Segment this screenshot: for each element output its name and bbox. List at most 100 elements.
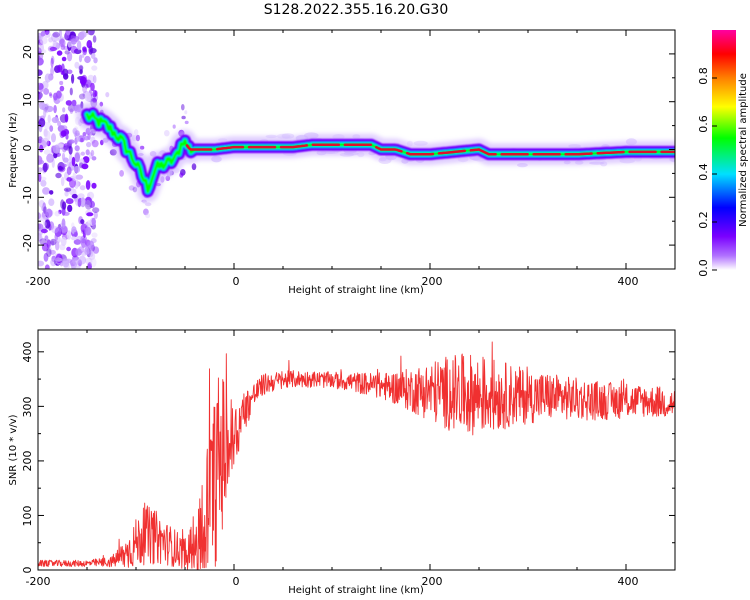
noise-blob [56,90,62,99]
noise-blob [46,248,52,258]
noise-blob [82,131,87,137]
noise-blob [119,170,124,177]
noise-blob [48,92,52,97]
colorbar-tick-label: 0.6 [697,115,710,133]
noise-blob [134,129,139,136]
noise-blob [38,172,42,183]
noise-blob [181,104,185,111]
noise-blob [49,190,54,195]
snr-frame [37,329,676,571]
noise-blob [90,257,97,268]
noise-blob [53,152,58,159]
noise-blob [44,30,50,35]
noise-blob [73,239,82,245]
noise-blob [78,65,84,71]
colorbar-ticks [712,77,717,271]
noise-blob [46,153,54,163]
noise-blob [75,265,81,269]
noise-blob [55,257,63,262]
noise-blob [88,251,94,258]
noise-blob [38,55,41,61]
noise-blob [105,92,110,98]
noise-blob [92,98,97,103]
snr-panel: -200 0 200 400 0 100 200 300 400 Height … [8,329,676,596]
colorbar-tick-label: 0.8 [697,67,710,85]
noise-blob [93,57,98,64]
noise-blob [61,163,67,168]
noise-blob [59,80,64,86]
noise-blob [44,235,49,241]
noise-blob [191,163,197,171]
noise-blob [40,228,48,234]
y-tick-label: 400 [21,342,34,363]
noise-blob [62,201,67,210]
noise-blob [85,200,91,208]
x-tick-label: -200 [26,575,51,588]
noise-blob [84,91,92,102]
noise-blob [75,248,82,256]
noise-blob [91,65,98,71]
colorbar-tick-label: 0.2 [697,211,710,229]
noise-blob [78,135,85,143]
noise-blob [90,136,96,144]
noise-blob [76,136,80,142]
y-tick-label: -20 [21,234,34,252]
noise-blob [39,176,47,181]
x-axis-title: Height of straight line (km) [288,285,424,296]
x-tick-label: 200 [422,575,443,588]
noise-blob [64,113,69,123]
noise-blob [82,85,87,93]
x-tick-label: 200 [422,275,443,288]
y-axis-title: SNR (10 * v/v) [8,414,19,485]
noise-blob [38,260,45,267]
noise-blob [67,204,73,213]
noise-blob [74,132,81,142]
noise-blob [94,90,98,97]
noise-blob [45,105,54,113]
noise-blob [78,255,87,265]
spectrogram-ticks [37,29,676,270]
noise-blob [81,74,88,84]
noise-blob [87,74,95,83]
noise-blob [71,193,78,199]
noise-blob [41,205,47,212]
noise-blob [54,210,61,217]
noise-blob [38,69,43,76]
noise-blob [38,139,42,144]
y-tick-label: 20 [21,45,34,59]
noise-blob [66,246,71,252]
noise-blob [43,108,47,118]
y-tick-label: -10 [21,186,34,204]
noise-blob [76,40,82,51]
noise-blob [66,166,72,175]
noise-blob [50,66,54,76]
noise-blob [135,134,140,142]
noise-blob [86,40,93,49]
noise-blob [64,190,69,197]
x-tick-label: 0 [233,575,240,588]
spectrogram-panel: -200 0 200 400 -20 -10 0 10 20 Height of… [8,29,676,296]
noise-blob [49,125,54,132]
noise-blob [44,31,51,38]
noise-blob [44,219,51,229]
noise-blob [62,146,67,153]
noise-blob [90,82,95,92]
noise-blob [77,198,82,208]
noise-blob [38,159,45,165]
noise-blob [68,145,73,155]
noise-blob [60,236,67,247]
noise-blob [63,45,68,51]
noise-blob [39,144,44,153]
y-axis-title: Frequency (Hz) [8,112,19,188]
noise-blob [86,212,94,217]
noise-blob [70,38,77,45]
noise-blob [82,46,87,52]
x-axis-title: Height of straight line (km) [288,585,424,596]
noise-blob [74,152,81,163]
y-tick-label: 300 [21,397,34,418]
noise-blob [68,153,73,163]
noise-blob [43,221,47,227]
noise-blob [38,83,44,93]
noise-blob [42,187,50,195]
